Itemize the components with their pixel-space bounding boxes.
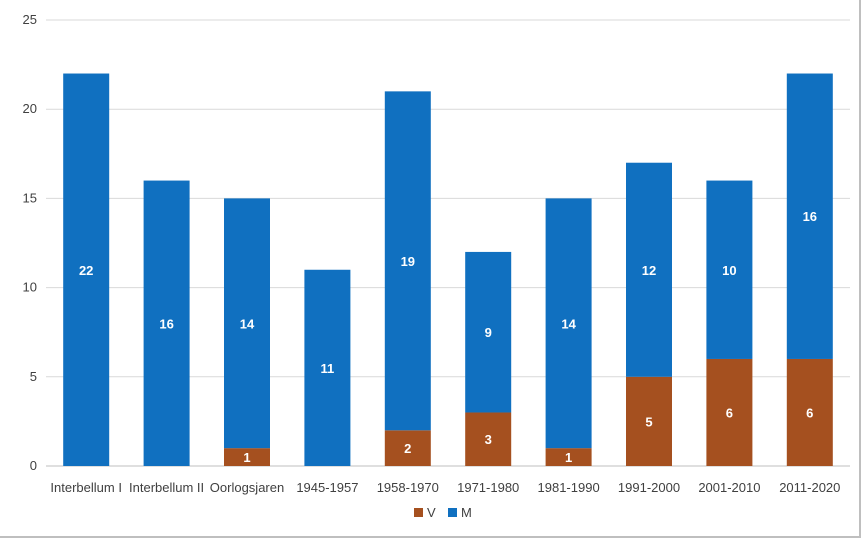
x-tick-label: 1958-1970 <box>377 480 439 495</box>
data-label-m-5: 9 <box>485 325 492 340</box>
bar-m-0 <box>63 73 110 467</box>
y-tick-label: 20 <box>23 101 37 116</box>
legend-swatch-v <box>414 508 423 517</box>
y-tick-label: 15 <box>23 190 37 205</box>
bar-v-6 <box>545 448 592 466</box>
bar-m-2 <box>224 198 270 449</box>
y-tick-label: 10 <box>23 280 37 295</box>
bar-v-8 <box>706 358 753 466</box>
bar-m-4 <box>384 91 431 431</box>
y-axis-ticks: 0 5 10 15 20 25 <box>23 12 37 473</box>
bar-m-3 <box>304 269 351 466</box>
data-label-m-8: 10 <box>722 263 736 278</box>
x-tick-label: 2011-2020 <box>779 480 840 495</box>
data-label-m-7: 12 <box>642 263 656 278</box>
bar-v-9 <box>786 358 833 466</box>
data-label-m-9: 16 <box>803 209 817 224</box>
bar-v-4 <box>384 430 431 466</box>
data-label-v-4: 2 <box>404 441 411 456</box>
bar-m-1 <box>143 180 190 466</box>
bar-m-7 <box>626 162 672 377</box>
bar-m-9 <box>786 73 833 359</box>
data-label-v-7: 5 <box>645 414 652 429</box>
data-label-v-2: 1 <box>243 450 250 465</box>
data-label-m-3: 11 <box>321 361 335 376</box>
x-tick-label: Interbellum II <box>129 480 204 495</box>
x-tick-label: Interbellum I <box>50 480 122 495</box>
x-tick-label: 1945-1957 <box>296 480 358 495</box>
data-label-m-1: 16 <box>159 316 173 331</box>
x-tick-label: 1991-2000 <box>618 480 680 495</box>
x-tick-label: 2001-2010 <box>698 480 760 495</box>
x-tick-label: 1971-1980 <box>457 480 519 495</box>
x-axis-ticks: Interbellum I Interbellum II Oorlogsjaren 1… <box>50 480 840 495</box>
y-tick-label: 5 <box>30 369 37 384</box>
legend-label-v: V <box>427 505 436 520</box>
x-tick-label: 1981-1990 <box>538 480 600 495</box>
legend-label-m: M <box>461 505 472 520</box>
legend-swatch-m <box>448 508 457 517</box>
y-tick-label: 0 <box>30 458 37 473</box>
data-label-v-6: 1 <box>565 450 572 465</box>
data-label-m-2: 14 <box>240 316 255 331</box>
y-tick-label: 25 <box>23 12 37 27</box>
bar-v-7 <box>626 376 672 466</box>
data-label-v-8: 6 <box>726 405 733 420</box>
data-label-m-4: 19 <box>401 254 415 269</box>
data-label-m-6: 14 <box>561 316 576 331</box>
bar-v-5 <box>465 412 512 466</box>
bar-v-2 <box>224 448 270 466</box>
data-label-v-9: 6 <box>806 405 813 420</box>
data-label-m-0: 22 <box>79 263 93 278</box>
x-tick-label: Oorlogsjaren <box>210 480 284 495</box>
bar-m-8 <box>706 180 753 359</box>
data-label-v-5: 3 <box>485 432 492 447</box>
bars: 22 16 1 14 11 2 19 3 9 1 14 5 12 6 10 6 16 <box>63 73 833 467</box>
bar-m-6 <box>545 198 592 449</box>
bar-m-5 <box>465 251 512 413</box>
